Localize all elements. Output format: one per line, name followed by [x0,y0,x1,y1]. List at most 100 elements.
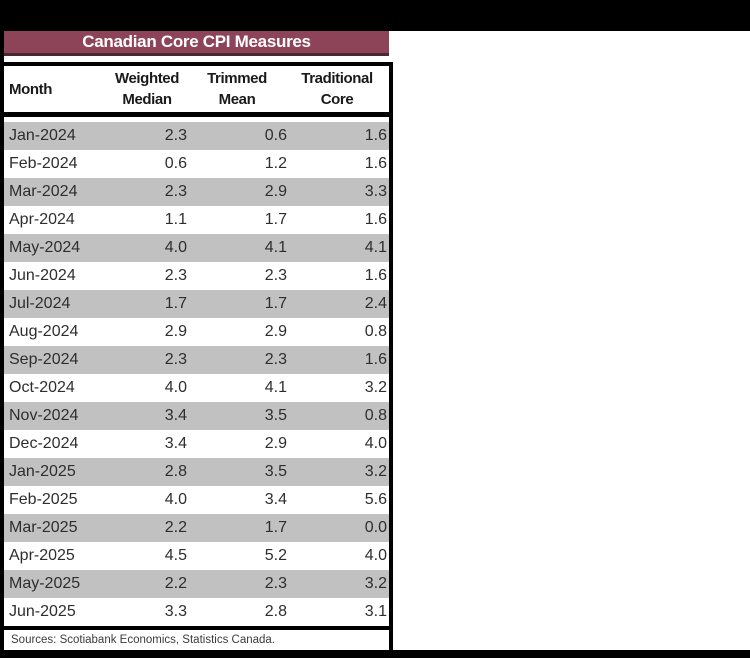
traditional-core-cell: 1.6 [364,155,387,172]
traditional-core-cell: 1.6 [364,351,387,368]
weighted-median-cell: 4.0 [164,491,187,508]
traditional-core-cell: 3.2 [364,575,387,592]
trimmed-mean-cell: 1.7 [264,519,287,536]
weighted-median-cell: 2.3 [164,351,187,368]
traditional-core-cell: 4.1 [364,239,387,256]
weighted-median-cell: 2.8 [164,463,187,480]
table-row: Jan-2024 2.3 0.6 1.6 [4,122,389,150]
trimmed-mean-cell: 2.9 [264,435,287,452]
header-gap [4,117,389,122]
weighted-median-cell: 0.6 [164,155,187,172]
weighted-median-cell: 2.3 [164,127,187,144]
month-cell: Aug-2024 [9,323,79,340]
trimmed-mean-cell: 2.9 [264,183,287,200]
month-cell: May-2025 [9,575,81,592]
table-row: May-2025 2.2 2.3 3.2 [4,570,389,598]
trimmed-mean-cell: 3.5 [264,463,287,480]
traditional-core-cell: 2.4 [364,295,387,312]
traditional-core-cell: 0.8 [364,407,387,424]
weighted-median-cell: 2.2 [164,575,187,592]
month-cell: Oct-2024 [9,379,75,396]
month-cell: Mar-2025 [9,519,78,536]
table-row: Feb-2025 4.0 3.4 5.6 [4,486,389,514]
weighted-median-cell: 2.3 [164,267,187,284]
weighted-median-cell: 4.5 [164,547,187,564]
table-row: Nov-2024 3.4 3.5 0.8 [4,402,389,430]
table-title: Canadian Core CPI Measures [4,31,389,56]
column-header-trimmed-mean: Trimmed Mean [187,68,287,110]
weighted-median-cell: 2.9 [164,323,187,340]
source-note-box: Sources: Scotiabank Economics, Statistic… [4,626,389,650]
month-cell: Jun-2025 [9,603,76,620]
weighted-median-cell: 2.2 [164,519,187,536]
table-row: Jan-2025 2.8 3.5 3.2 [4,458,389,486]
traditional-core-cell: 0.0 [364,519,387,536]
traditional-core-cell: 4.0 [364,547,387,564]
trimmed-mean-cell: 1.7 [264,295,287,312]
month-cell: Jun-2024 [9,267,76,284]
month-cell: Dec-2024 [9,435,79,452]
column-header-traditional-core: Traditional Core [287,68,387,110]
trimmed-mean-cell: 5.2 [264,547,287,564]
table-body: Month Weighted Median Trimmed Mean Tradi… [4,62,393,650]
table-row: Apr-2024 1.1 1.7 1.6 [4,206,389,234]
table-row: Jun-2025 3.3 2.8 3.1 [4,598,389,626]
weighted-median-cell: 3.3 [164,603,187,620]
trimmed-mean-cell: 2.3 [264,575,287,592]
header-line: Traditional [301,70,373,87]
header-line: Weighted [114,70,180,87]
traditional-core-cell: 3.3 [364,183,387,200]
table-row: Feb-2024 0.6 1.2 1.6 [4,150,389,178]
traditional-core-cell: 1.6 [364,267,387,284]
table-row: May-2024 4.0 4.1 4.1 [4,234,389,262]
traditional-core-cell: 1.6 [364,211,387,228]
table-row: Jun-2024 2.3 2.3 1.6 [4,262,389,290]
table-row: Jul-2024 1.7 1.7 2.4 [4,290,389,318]
month-cell: Jan-2025 [9,463,76,480]
traditional-core-cell: 3.2 [364,379,387,396]
month-cell: Jan-2024 [9,127,76,144]
table-row: Mar-2025 2.2 1.7 0.0 [4,514,389,542]
month-cell: Feb-2025 [9,491,78,508]
header-line: Core [320,91,354,108]
month-cell: Nov-2024 [9,407,79,424]
traditional-core-cell: 0.8 [364,323,387,340]
month-cell: Feb-2024 [9,155,78,172]
trimmed-mean-cell: 4.1 [264,379,287,396]
trimmed-mean-cell: 4.1 [264,239,287,256]
month-cell: Apr-2024 [9,211,75,228]
weighted-median-cell: 1.1 [164,211,187,228]
bottom-black-border [0,650,750,658]
top-black-band [0,0,750,31]
table-header-row: Month Weighted Median Trimmed Mean Tradi… [4,62,389,117]
trimmed-mean-cell: 0.6 [264,127,287,144]
table-row: Oct-2024 4.0 4.1 3.2 [4,374,389,402]
trimmed-mean-cell: 1.2 [264,155,287,172]
column-header-month: Month [9,80,52,98]
column-header-weighted-median: Weighted Median [107,68,187,110]
left-black-border [0,0,4,658]
month-cell: May-2024 [9,239,81,256]
title-gap [4,56,393,62]
trimmed-mean-cell: 3.5 [264,407,287,424]
table-row: Dec-2024 3.4 2.9 4.0 [4,430,389,458]
weighted-median-cell: 3.4 [164,407,187,424]
month-cell: Apr-2025 [9,547,75,564]
weighted-median-cell: 1.7 [164,295,187,312]
table-rows: Jan-2024 2.3 0.6 1.6 Feb-2024 0.6 1.2 1.… [4,122,389,626]
traditional-core-cell: 1.6 [364,127,387,144]
trimmed-mean-cell: 2.3 [264,267,287,284]
trimmed-mean-cell: 2.3 [264,351,287,368]
trimmed-mean-cell: 1.7 [264,211,287,228]
trimmed-mean-cell: 3.4 [264,491,287,508]
month-cell: Jul-2024 [9,295,71,312]
traditional-core-cell: 5.6 [364,491,387,508]
table-row: Mar-2024 2.3 2.9 3.3 [4,178,389,206]
trimmed-mean-cell: 2.9 [264,323,287,340]
weighted-median-cell: 2.3 [164,183,187,200]
table-row: Sep-2024 2.3 2.3 1.6 [4,346,389,374]
weighted-median-cell: 4.0 [164,239,187,256]
weighted-median-cell: 4.0 [164,379,187,396]
trimmed-mean-cell: 2.8 [264,603,287,620]
weighted-median-cell: 3.4 [164,435,187,452]
